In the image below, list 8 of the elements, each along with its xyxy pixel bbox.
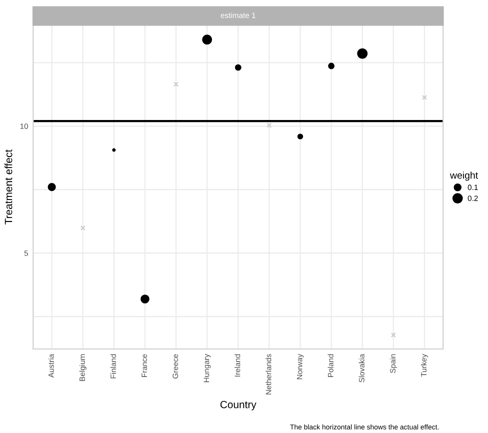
point — [390, 332, 396, 338]
x-axis-title: Country — [220, 400, 256, 410]
point — [80, 225, 86, 230]
point — [174, 82, 179, 87]
point — [422, 94, 427, 100]
y-axis-title: Treatment effect — [4, 149, 12, 224]
point — [266, 122, 272, 128]
legend-title: weight — [450, 172, 478, 181]
